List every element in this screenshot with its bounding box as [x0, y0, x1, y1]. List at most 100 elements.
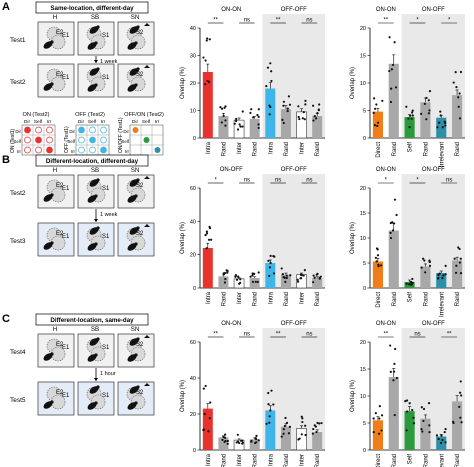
y-tick-label: 10: [190, 109, 196, 115]
data-point: [441, 277, 444, 280]
bar: [388, 63, 399, 138]
mouse-icon: [129, 338, 139, 346]
bar: [436, 117, 447, 138]
data-point: [389, 221, 392, 225]
data-point: [204, 384, 207, 388]
data-point: [207, 80, 211, 84]
mouse-icon: [144, 383, 150, 386]
bar: [452, 260, 463, 288]
arena-label: S2: [136, 231, 144, 237]
data-point: [265, 84, 268, 88]
arena-label: E2: [56, 342, 64, 348]
data-point: [408, 402, 411, 405]
y-axis-label: Overlap (%): [350, 67, 356, 99]
sig-label: ns: [244, 18, 250, 24]
data-point: [202, 428, 205, 432]
mouse-icon: [50, 241, 54, 245]
data-point: [300, 433, 303, 436]
mouse-icon: [136, 67, 140, 71]
data-point: [304, 424, 307, 427]
data-point: [407, 117, 410, 120]
data-point: [223, 281, 227, 284]
data-point: [457, 246, 460, 249]
data-point: [453, 257, 456, 260]
bar: [218, 437, 229, 450]
x-tick-label: Rand: [455, 292, 461, 306]
mouse-icon: [87, 402, 97, 410]
y-tick-label: 5: [363, 109, 366, 115]
data-point: [288, 425, 291, 428]
data-point: [459, 416, 462, 419]
data-point: [444, 273, 447, 276]
sig-label: **: [213, 332, 218, 338]
mouse-icon: [129, 227, 139, 235]
data-point: [287, 95, 290, 98]
data-point: [270, 389, 273, 392]
data-point: [408, 126, 411, 129]
data-point: [208, 417, 211, 420]
data-point: [281, 118, 284, 121]
data-point: [304, 433, 307, 437]
group-label: ON-ON: [376, 321, 396, 327]
title-box: [35, 313, 149, 326]
data-point: [268, 421, 271, 424]
data-point: [285, 421, 289, 425]
title-box: [35, 154, 149, 167]
data-point: [282, 121, 285, 125]
legend-dot: [100, 146, 107, 154]
data-point: [405, 399, 409, 402]
sig-label: ns: [306, 18, 312, 24]
bar: [420, 102, 431, 138]
x-tick-label: Rand: [253, 454, 259, 467]
chart-b-left: 0 20 40 60 Overlap (%) ON-OFF OFF-OFF Intra Rand…: [180, 167, 325, 306]
data-point: [425, 118, 428, 121]
legend-header: Dir: [69, 129, 75, 134]
mouse-icon: [96, 25, 100, 29]
mouse-icon: [89, 68, 99, 76]
mouse-icon: [89, 227, 99, 235]
bar: [372, 111, 383, 138]
y-tick-label: 0: [363, 286, 366, 292]
data-point: [395, 213, 398, 217]
data-point: [298, 117, 301, 121]
mouse-icon: [89, 26, 99, 34]
mouse-icon: [129, 386, 139, 394]
test-label: Test5: [10, 397, 26, 404]
data-point: [205, 230, 208, 233]
bar: [372, 420, 383, 450]
legend-header: Self: [142, 119, 151, 125]
mouse-icon: [127, 84, 137, 92]
data-point: [404, 400, 407, 403]
data-point: [235, 119, 238, 123]
schematic-panel-a: A Same-location, different-day H SB SN Test1 T…: [2, 1, 164, 156]
arena-label: E2: [56, 183, 64, 189]
data-point: [378, 417, 381, 420]
sig-label: ns: [306, 332, 312, 338]
data-point: [458, 117, 462, 120]
legend-header: Self: [121, 139, 129, 144]
data-point: [444, 124, 447, 127]
mouse-icon: [127, 42, 137, 50]
test-label: Test1: [10, 37, 26, 44]
data-point: [444, 427, 447, 431]
x-tick-label: Intra: [206, 141, 212, 154]
mouse-icon: [50, 193, 54, 197]
data-point: [210, 238, 213, 241]
legend-title: OFF/ON (Test2): [124, 112, 164, 118]
mouse-icon: [89, 338, 99, 346]
data-point: [406, 410, 409, 413]
mouse-icon: [89, 179, 99, 187]
data-point: [304, 103, 307, 106]
arena-label: S2: [136, 342, 144, 348]
data-point: [318, 422, 321, 425]
data-point: [390, 68, 393, 71]
data-point: [241, 110, 244, 113]
sig-label: **: [276, 18, 281, 24]
y-tick-label: 0: [363, 448, 366, 454]
x-tick-label: Rand: [284, 454, 290, 467]
data-point: [312, 274, 315, 277]
sig-label: **: [213, 18, 218, 24]
y-tick-label: 15: [360, 367, 366, 373]
mouse-icon: [50, 352, 54, 356]
